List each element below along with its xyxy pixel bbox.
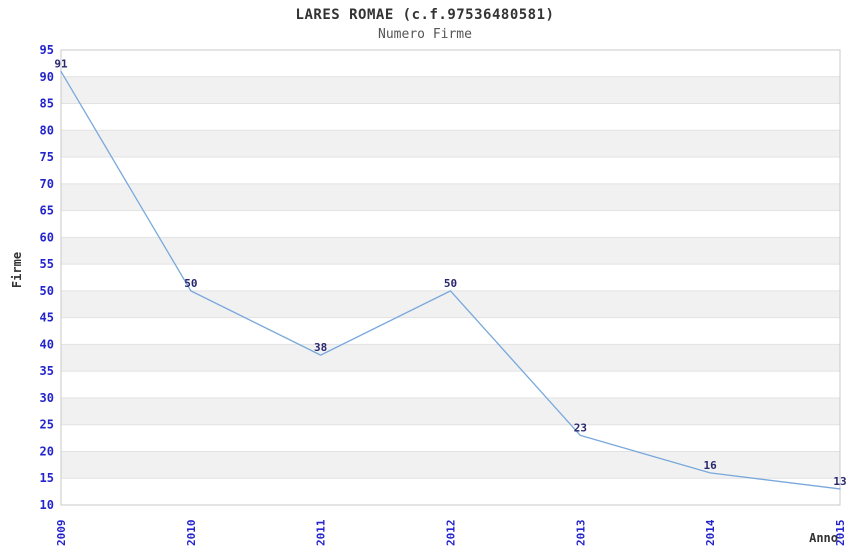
data-label: 16 [704, 459, 718, 472]
grid-band [61, 397, 840, 425]
y-tick-label: 25 [40, 418, 54, 432]
x-tick-label: 2011 [315, 519, 328, 546]
y-tick-label: 10 [40, 498, 54, 512]
y-tick-label: 60 [40, 230, 54, 244]
y-tick-label: 85 [40, 97, 54, 111]
data-label: 50 [444, 277, 457, 290]
x-tick-label: 2012 [445, 520, 458, 547]
data-label: 91 [54, 57, 68, 70]
grid-band [61, 183, 840, 211]
x-tick-label: 2015 [834, 520, 847, 547]
y-tick-label: 95 [40, 43, 54, 57]
y-tick-label: 35 [40, 364, 54, 378]
y-axis-title: Firme [10, 252, 24, 288]
data-label: 23 [574, 421, 587, 434]
chart-title: LARES ROMAE (c.f.97536480581) [295, 7, 555, 23]
x-tick-label: 2013 [574, 520, 587, 547]
chart-subtitle: Numero Firme [378, 27, 472, 42]
x-axis-title: Anno [809, 531, 838, 545]
plot-border [60, 49, 841, 506]
y-tick-label: 45 [40, 311, 54, 325]
grid-band [61, 451, 840, 479]
x-tick-label: 2009 [55, 520, 68, 547]
data-label: 13 [833, 475, 846, 488]
x-tick-label: 2014 [704, 519, 717, 546]
y-tick-label: 50 [40, 284, 54, 298]
y-tick-label: 80 [40, 123, 54, 137]
series-line [60, 70, 841, 490]
y-tick-label: 65 [40, 204, 54, 218]
grid-band [61, 344, 840, 372]
y-tick-label: 90 [40, 70, 54, 84]
y-tick-label: 30 [40, 391, 54, 405]
y-tick-label: 40 [40, 337, 54, 351]
y-tick-label: 20 [40, 444, 54, 458]
y-tick-label: 75 [40, 150, 54, 164]
grid-band [61, 290, 840, 318]
data-label: 50 [184, 277, 197, 290]
y-tick-label: 70 [40, 177, 54, 191]
y-tick-label: 55 [40, 257, 54, 271]
grid-band [61, 76, 840, 104]
grid-band [61, 130, 840, 158]
y-tick-label: 15 [40, 471, 54, 485]
grid-band [61, 237, 840, 265]
data-label: 38 [314, 341, 327, 354]
x-tick-label: 2010 [185, 520, 198, 547]
